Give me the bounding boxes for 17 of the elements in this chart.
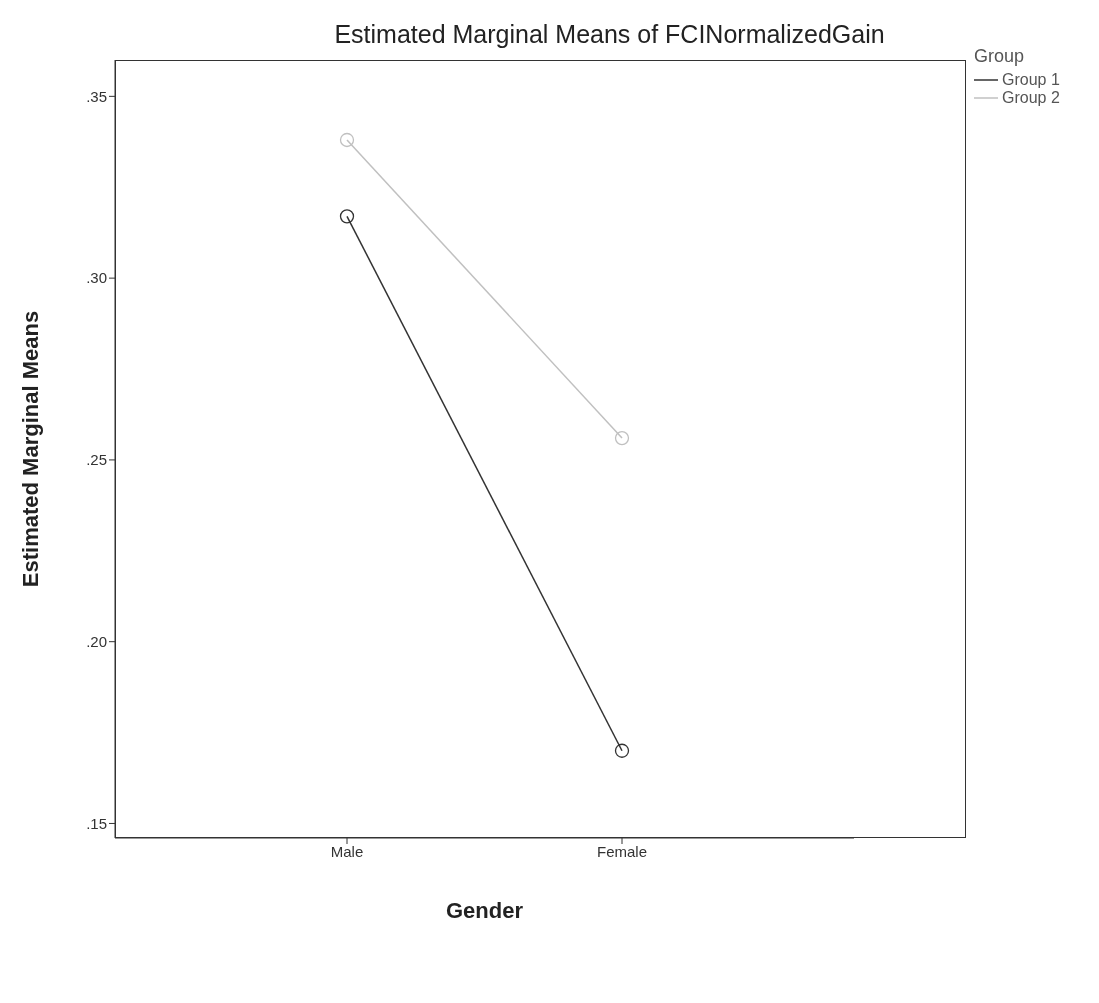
x-axis-title: Gender (445, 898, 524, 923)
y-axis-title: Estimated Marginal Means (17, 310, 43, 588)
legend-title: Group (974, 46, 1026, 67)
legend-label: Group 2 (1002, 89, 1060, 107)
x-tick-label: Female (596, 842, 648, 860)
y-tick-label: .25 (86, 451, 107, 469)
y-tick-label: .15 (86, 814, 107, 832)
legend-label: Group 1 (1002, 71, 1060, 89)
point (339, 209, 355, 224)
point (614, 430, 630, 446)
y-tick-label: .30 (86, 269, 107, 287)
chart-title: Estimated Marginal Means of FCINormalizedGain (334, 20, 885, 48)
point (339, 132, 355, 148)
point (614, 743, 630, 758)
y-tick-label: .20 (86, 633, 107, 651)
y-tick-label: .35 (86, 87, 107, 105)
x-tick-label: Male (330, 842, 364, 860)
